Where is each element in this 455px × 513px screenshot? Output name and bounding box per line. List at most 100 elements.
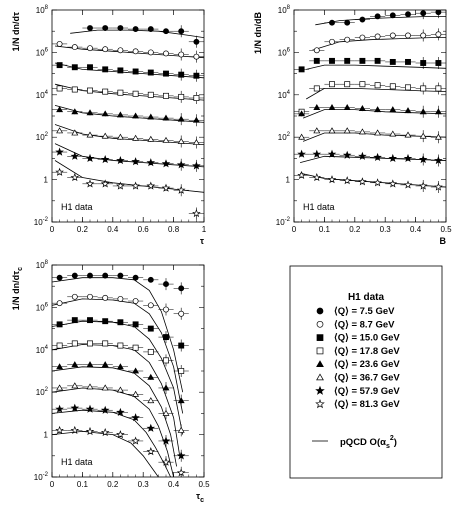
- theory-curve: [70, 29, 204, 38]
- marker-filled-square: [56, 321, 63, 328]
- marker-filled-circle: [56, 274, 63, 281]
- marker-open-triangle: [358, 128, 366, 135]
- marker-filled-triangle: [147, 373, 155, 380]
- marker-filled-square: [178, 71, 185, 78]
- marker-filled-square: [87, 64, 93, 71]
- legend-entry-label: ⟨Q⟩ = 7.5 GeV: [334, 306, 395, 317]
- marker-open-triangle: [71, 382, 79, 389]
- marker-filled-star: [100, 154, 110, 164]
- marker-filled-square: [56, 62, 63, 69]
- x-tick-label: 0.5: [440, 225, 452, 234]
- marker-filled-star: [434, 156, 443, 165]
- marker-filled-circle: [344, 19, 351, 26]
- marker-filled-triangle: [389, 106, 397, 113]
- marker-open-star: [55, 425, 64, 435]
- marker-filled-star: [403, 153, 413, 163]
- marker-open-triangle: [86, 131, 94, 138]
- marker-open-circle: [405, 32, 411, 39]
- marker-filled-triangle: [192, 116, 200, 123]
- legend-marker-open-triangle: [316, 373, 324, 381]
- marker-open-triangle: [86, 383, 94, 390]
- marker-open-star: [146, 447, 156, 456]
- y-tick-label: 108: [36, 260, 49, 270]
- marker-filled-square: [147, 69, 154, 76]
- marker-open-star: [434, 182, 443, 191]
- x-tick-label: 0: [292, 225, 297, 234]
- marker-open-star: [131, 181, 140, 190]
- marker-filled-star: [116, 407, 125, 416]
- marker-open-circle: [56, 40, 63, 47]
- marker-filled-triangle: [374, 106, 382, 113]
- marker-filled-circle: [178, 28, 185, 35]
- marker-open-square: [117, 342, 124, 349]
- x-tick-label: 0.5: [198, 480, 210, 489]
- marker-open-star: [403, 180, 413, 189]
- marker-open-star: [116, 181, 125, 190]
- theory-curve: [315, 15, 446, 26]
- x-tick-label: 0.1: [319, 225, 331, 234]
- legend-entry-label: ⟨Q⟩ = 36.7 GeV: [334, 373, 400, 384]
- marker-filled-circle: [163, 281, 169, 288]
- marker-open-circle: [344, 36, 351, 43]
- marker-open-triangle: [116, 386, 124, 393]
- y-tick-label: 102: [36, 132, 49, 142]
- marker-open-square: [163, 92, 169, 99]
- marker-filled-triangle: [86, 109, 94, 116]
- theory-curve: [52, 430, 159, 477]
- marker-open-star: [176, 468, 186, 477]
- x-tick-label: 0.8: [168, 225, 180, 234]
- y-tick-label: 10-2: [34, 472, 49, 482]
- marker-open-triangle: [177, 426, 185, 433]
- legend-entry-label: ⟨Q⟩ = 15.0 GeV: [334, 333, 400, 344]
- x-tick-label: 0: [50, 480, 55, 489]
- marker-filled-star: [176, 451, 186, 460]
- marker-filled-star: [161, 159, 171, 168]
- x-tick-label: 1: [202, 225, 207, 234]
- marker-open-triangle: [101, 132, 109, 139]
- marker-filled-star: [176, 160, 186, 169]
- marker-open-star: [161, 183, 171, 192]
- x-tick-label: 0.2: [349, 225, 361, 234]
- marker-open-star: [100, 427, 110, 437]
- marker-open-triangle: [147, 135, 155, 142]
- marker-filled-triangle: [434, 108, 442, 115]
- marker-open-circle: [178, 310, 185, 317]
- marker-open-triangle: [434, 133, 442, 140]
- marker-open-square: [389, 83, 396, 90]
- marker-filled-circle: [374, 13, 381, 20]
- marker-filled-square: [163, 334, 169, 341]
- marker-filled-square: [102, 318, 109, 325]
- legend-frame: [289, 265, 443, 479]
- legend-marker-filled-triangle: [316, 360, 324, 367]
- marker-filled-square: [163, 70, 169, 77]
- marker-filled-star: [161, 436, 171, 445]
- x-tick-label: 0.6: [138, 225, 150, 234]
- marker-open-square: [56, 342, 63, 349]
- marker-open-star: [388, 179, 398, 188]
- marker-open-circle: [132, 298, 139, 304]
- marker-filled-circle: [193, 38, 200, 45]
- y-tick-label: 106: [36, 302, 49, 312]
- marker-open-star: [131, 436, 140, 445]
- legend-entry-label: ⟨Q⟩ = 57.9 GeV: [334, 386, 400, 397]
- marker-filled-triangle: [162, 384, 170, 391]
- marker-filled-triangle: [298, 110, 306, 117]
- x-tick-label: 0.2: [107, 480, 119, 489]
- y-tick-label: 104: [36, 345, 49, 355]
- marker-open-star: [312, 172, 322, 182]
- marker-filled-triangle: [343, 103, 351, 110]
- marker-open-circle: [102, 294, 109, 301]
- marker-open-triangle: [56, 127, 64, 134]
- x-axis-title: B: [440, 236, 447, 246]
- marker-open-square: [71, 86, 78, 93]
- marker-open-square: [102, 340, 109, 347]
- marker-filled-square: [87, 317, 93, 324]
- x-tick-label: 0.3: [380, 225, 392, 234]
- x-tick-label: 0.4: [107, 225, 119, 234]
- marker-open-triangle: [298, 133, 306, 140]
- marker-filled-triangle: [71, 108, 79, 115]
- marker-filled-circle: [405, 11, 411, 18]
- marker-open-star: [176, 185, 186, 194]
- marker-filled-circle: [102, 25, 109, 31]
- marker-filled-triangle: [177, 397, 185, 404]
